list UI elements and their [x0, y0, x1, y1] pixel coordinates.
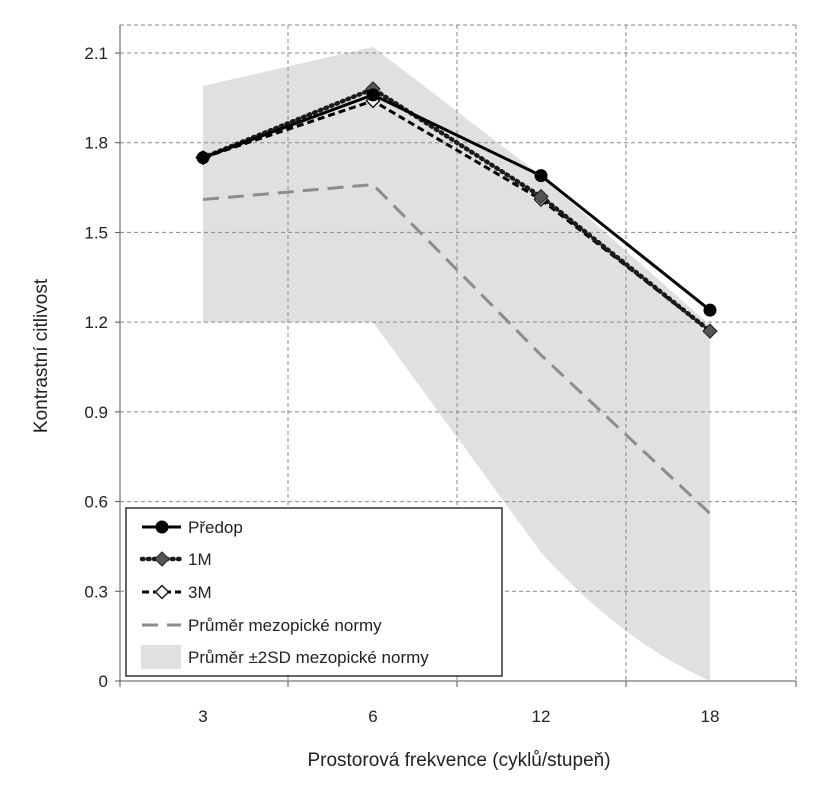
- legend-label-2: 3M: [188, 583, 212, 602]
- y-tick-label-2: 0.6: [84, 493, 108, 512]
- point-s0-1: [366, 88, 380, 102]
- series-line-1: [200, 86, 713, 334]
- y-tick-label-7: 2.1: [84, 44, 108, 63]
- series-line-2: [202, 99, 711, 333]
- x-tick-label-3: 18: [701, 707, 720, 726]
- legend-marker-1: [154, 551, 170, 567]
- y-axis-title: Kontrastní citlivost: [31, 278, 52, 433]
- legend-label-0: Předop: [188, 518, 243, 537]
- x-tick-label-1: 6: [368, 707, 377, 726]
- legend-label-1: 1M: [188, 550, 212, 569]
- point-s0-3: [703, 303, 717, 317]
- x-axis-title: Prostorová frekvence (cyklů/stupeň): [307, 750, 610, 771]
- legend-swatch-band: [141, 645, 181, 669]
- x-tick-label-2: 12: [532, 707, 551, 726]
- point-s1-3: [702, 323, 718, 339]
- tick-labels: 0 0.3 0.6 0.9 1.2 1.5 1.8 2.1 3 6 12 18: [84, 44, 719, 726]
- legend-label-band: Průměr ±2SD mezopické normy: [188, 648, 429, 667]
- y-tick-label-6: 1.8: [84, 134, 108, 153]
- legend-box: [125, 507, 503, 677]
- y-tick-label-3: 0.9: [84, 403, 108, 422]
- y-tick-label-4: 1.2: [84, 313, 108, 332]
- point-s0-0: [196, 151, 210, 165]
- point-s1-2: [533, 188, 549, 205]
- legend-marker-0: [155, 520, 169, 534]
- x-tick-label-0: 3: [198, 707, 207, 726]
- y-tick-label-1: 0.3: [84, 582, 108, 601]
- legend-label-3: Průměr mezopické normy: [188, 616, 382, 635]
- legend-items: Předop 1M 3M Průměr mezopické normy Průměr ±…: [139, 518, 429, 669]
- series-lines: [200, 86, 713, 515]
- point-s0-2: [534, 169, 548, 183]
- series-line-3: [202, 183, 712, 515]
- legend: Předop 1M 3M Průměr mezopické normy Průměr ±…: [125, 507, 503, 677]
- series-markers: [195, 81, 718, 339]
- legend-marker-2: [154, 584, 170, 600]
- series-line-0: [202, 93, 711, 312]
- y-tick-label-0: 0: [99, 672, 108, 691]
- y-tick-label-5: 1.5: [84, 223, 108, 242]
